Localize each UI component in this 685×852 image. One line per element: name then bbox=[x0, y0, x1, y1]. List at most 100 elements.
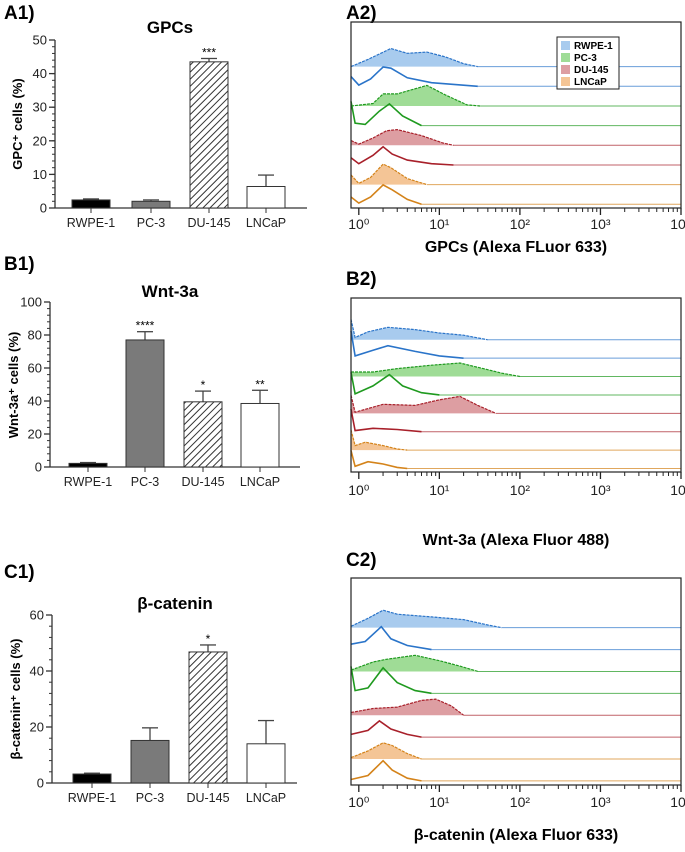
bar-pc-3 bbox=[125, 339, 165, 468]
y-tick-label: 100 bbox=[20, 295, 42, 310]
histogram-curve-du-145 bbox=[350, 395, 496, 414]
legend-label: LNCaP bbox=[574, 77, 607, 88]
x-tick-label: 10¹ bbox=[429, 216, 450, 232]
histogram-curve-pc-3 bbox=[351, 362, 521, 378]
histogram-curve-du-145 bbox=[350, 128, 454, 146]
histogram-curve-rwpe-1 bbox=[350, 609, 503, 629]
histogram-curve-du-145 bbox=[350, 719, 422, 738]
histogram-fill-du-145 bbox=[351, 129, 454, 146]
histogram-b2: B2) 10⁰ 10¹ 10² 10³ 10⁴ Wnt-3a (Alexa Fluor 48… bbox=[346, 269, 685, 549]
bar-du-145 bbox=[188, 651, 228, 784]
y-axis-label: Wnt-3a⁺ cells (%) bbox=[6, 332, 21, 439]
bar-lncap bbox=[246, 743, 286, 784]
y-axis-label: GPC⁺ cells (%) bbox=[10, 78, 25, 169]
histogram-curve-pc-3 bbox=[350, 666, 432, 695]
chart-title: Wnt-3a bbox=[142, 282, 199, 301]
bar-chart-b1: B1) Wnt-3a Wnt-3a⁺ cells (%) 0 20 40 60 80 100 RW… bbox=[4, 254, 300, 489]
legend-label: DU-145 bbox=[574, 65, 609, 76]
x-tick-label: LNCaP bbox=[240, 475, 280, 489]
bar-lncap bbox=[240, 402, 280, 468]
y-tick-label: 40 bbox=[33, 66, 47, 81]
histogram-curve-rwpe-1 bbox=[350, 330, 464, 359]
y-tick-label: 60 bbox=[28, 361, 42, 376]
x-tick-label: 10³ bbox=[590, 216, 611, 232]
panel-label: C2) bbox=[346, 550, 377, 571]
bar-du-145 bbox=[183, 401, 223, 468]
x-tick-label: RWPE-1 bbox=[68, 791, 116, 805]
y-axis-label: β-catenin⁺ cells (%) bbox=[8, 639, 23, 760]
y-tick-label: 40 bbox=[30, 664, 44, 679]
histogram-curve-lncap bbox=[350, 183, 422, 206]
chart-title: GPCs bbox=[147, 18, 193, 37]
x-tick-label: RWPE-1 bbox=[67, 216, 115, 230]
legend-label: PC-3 bbox=[574, 53, 597, 64]
histogram-curve-pc-3 bbox=[350, 654, 478, 672]
histogram-curve-pc-3 bbox=[350, 372, 440, 396]
x-tick-label: 10¹ bbox=[429, 482, 450, 498]
bar-rwpe-1 bbox=[72, 773, 112, 784]
histogram-curve-pc-3 bbox=[350, 84, 481, 107]
y-tick-label: 0 bbox=[35, 460, 42, 475]
histogram-curve-lncap bbox=[350, 450, 408, 470]
panel-label: B1) bbox=[4, 254, 35, 275]
x-tick-label: 10² bbox=[510, 482, 531, 498]
x-tick-label: PC-3 bbox=[137, 216, 166, 230]
histogram-fill-pc-3 bbox=[351, 85, 481, 106]
x-tick-label: 10⁴ bbox=[670, 216, 685, 232]
significance-label: * bbox=[206, 632, 211, 646]
legend-swatch-du-145 bbox=[561, 65, 570, 74]
legend-swatch-pc-3 bbox=[561, 53, 570, 62]
bar-rwpe-1 bbox=[71, 199, 111, 209]
x-tick-label: 10⁰ bbox=[348, 794, 370, 810]
histogram-fill-lncap bbox=[351, 742, 422, 759]
histogram-fill-du-145 bbox=[351, 395, 496, 414]
y-tick-label: 20 bbox=[30, 720, 44, 735]
histogram-curve-rwpe-1 bbox=[350, 319, 488, 341]
significance-label: *** bbox=[202, 45, 216, 59]
y-tick-label: 50 bbox=[33, 33, 47, 48]
legend-label: RWPE-1 bbox=[574, 41, 613, 52]
histogram-curve-rwpe-1 bbox=[350, 66, 478, 88]
histogram-fill-du-145 bbox=[351, 699, 464, 716]
histogram-curve-rwpe-1 bbox=[350, 47, 478, 68]
x-tick-label: PC-3 bbox=[131, 475, 160, 489]
y-tick-label: 20 bbox=[28, 427, 42, 442]
y-tick-label: 0 bbox=[37, 776, 44, 791]
y-tick-label: 60 bbox=[30, 608, 44, 623]
y-tick-label: 30 bbox=[33, 100, 47, 115]
bar-rwpe-1 bbox=[68, 462, 108, 468]
significance-label: * bbox=[201, 378, 206, 392]
histogram-curve-lncap bbox=[350, 759, 422, 782]
legend-swatch-rwpe-1 bbox=[561, 41, 570, 50]
panel-label: C1) bbox=[4, 562, 35, 583]
histogram-curve-du-145 bbox=[350, 408, 422, 433]
bar-pc-3 bbox=[130, 739, 170, 784]
y-tick-label: 0 bbox=[40, 201, 47, 216]
x-tick-label: DU-145 bbox=[187, 216, 230, 230]
bar-chart-a1: A1) GPCs GPC⁺ cells (%) 0 10 20 30 40 50 RWPE-1 PC… bbox=[4, 3, 307, 230]
histogram-fill-rwpe-1 bbox=[351, 610, 503, 628]
x-axis-label: GPCs (Alexa FLuor 633) bbox=[425, 239, 607, 256]
x-tick-label: 10² bbox=[510, 794, 531, 810]
x-tick-label: 10³ bbox=[590, 482, 611, 498]
x-tick-label: LNCaP bbox=[246, 216, 286, 230]
x-tick-label: 10⁴ bbox=[670, 482, 685, 498]
bar-pc-3 bbox=[131, 200, 171, 209]
x-tick-label: 10⁰ bbox=[348, 216, 370, 232]
significance-label: ** bbox=[255, 377, 265, 391]
x-tick-label: LNCaP bbox=[246, 791, 286, 805]
histogram-fill-lncap bbox=[351, 429, 408, 451]
histogram-curve-du-145 bbox=[350, 145, 454, 166]
x-tick-label: DU-145 bbox=[181, 475, 224, 489]
x-tick-label: 10⁰ bbox=[348, 482, 370, 498]
x-tick-label: PC-3 bbox=[136, 791, 165, 805]
histogram-curve-rwpe-1 bbox=[350, 625, 432, 651]
x-axis-label: β-catenin (Alexa Fluor 633) bbox=[414, 827, 618, 844]
x-tick-label: 10² bbox=[510, 216, 531, 232]
histogram-curve-du-145 bbox=[350, 698, 464, 716]
panel-label: B2) bbox=[346, 269, 377, 290]
histogram-fill-lncap bbox=[351, 164, 427, 185]
bar-lncap bbox=[246, 185, 286, 209]
panel-label: A2) bbox=[346, 3, 377, 24]
